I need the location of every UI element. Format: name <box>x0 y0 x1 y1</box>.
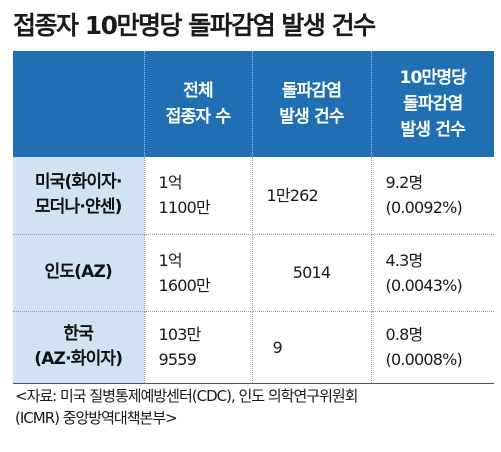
header-total-vaccinated: 전체 접종자 수 <box>144 51 253 157</box>
table-row: 인도(AZ) 1억 1600만 5014 4.3명 (0.0043%) <box>13 234 494 312</box>
cell-vaccinated: 103만 9559 <box>144 311 253 384</box>
table-header-row: 전체 접종자 수 돌파감염 발생 건수 10만명당 돌파감염 발생 건수 <box>13 51 494 157</box>
cell-per100k: 4.3명 (0.0043%) <box>371 234 494 312</box>
cell-breakthrough: 1만262 <box>252 157 372 235</box>
table-row: 미국(화이자· 모더나·얀센) 1억 1100만 1만262 9.2명 (0.0… <box>13 157 494 235</box>
breakthrough-infection-table: 전체 접종자 수 돌파감염 발생 건수 10만명당 돌파감염 발생 건수 미국(… <box>13 51 494 384</box>
cell-per100k: 0.8명 (0.0008%) <box>371 311 494 384</box>
page-title: 접종자 10만명당 돌파감염 발생 건수 <box>13 11 376 40</box>
table-row: 한국 (AZ·화이자) 103만 9559 9 0.8명 (0.0008%) <box>13 311 494 384</box>
cell-per100k: 9.2명 (0.0092%) <box>371 157 494 235</box>
cell-breakthrough: 9 <box>252 311 372 384</box>
header-breakthrough-count: 돌파감염 발생 건수 <box>252 51 372 157</box>
row-country-korea: 한국 (AZ·화이자) <box>13 311 145 384</box>
cell-breakthrough: 5014 <box>252 234 372 312</box>
header-per-100k: 10만명당 돌파감염 발생 건수 <box>371 51 494 157</box>
cell-vaccinated: 1억 1100만 <box>144 157 253 235</box>
header-corner <box>13 51 145 157</box>
row-country-india: 인도(AZ) <box>13 234 145 312</box>
row-country-usa: 미국(화이자· 모더나·얀센) <box>13 157 145 235</box>
cell-vaccinated: 1억 1600만 <box>144 234 253 312</box>
source-note: <자료: 미국 질병통제예방센터(CDC), 인도 의학연구위원회 (ICMR)… <box>15 387 358 427</box>
